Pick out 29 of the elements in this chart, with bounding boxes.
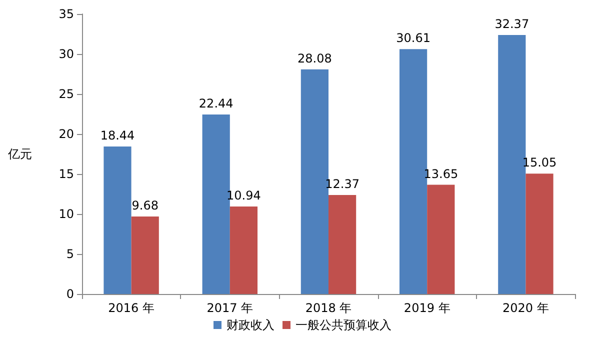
y-tick-label: 0	[66, 287, 74, 301]
y-tick-label: 25	[58, 87, 74, 101]
data-label: 32.37	[494, 17, 530, 32]
legend-label: 一般公共预算收入	[296, 318, 392, 332]
x-tick-label: 2017 年	[206, 301, 254, 315]
data-label: 9.68	[132, 198, 158, 213]
bar	[328, 195, 356, 294]
y-axis-title: 亿元	[7, 147, 32, 161]
legend-label: 财政收入	[226, 318, 274, 332]
y-tick-label: 35	[58, 7, 74, 21]
y-tick-label: 5	[66, 247, 74, 261]
y-tick-label: 30	[58, 47, 74, 61]
x-tick-label: 2019 年	[404, 301, 450, 315]
bar	[427, 184, 455, 294]
x-tick-label: 2018 年	[305, 301, 352, 315]
y-tick-label: 10	[58, 207, 74, 221]
data-label: 28.08	[298, 51, 332, 66]
y-tick-label: 20	[58, 127, 74, 141]
bar	[300, 69, 328, 294]
bar	[526, 174, 554, 294]
data-label: 30.61	[396, 31, 430, 46]
x-tick-label: 2020 年	[502, 301, 549, 315]
bar	[131, 216, 159, 294]
bar	[230, 206, 258, 294]
y-tick-label: 15	[58, 167, 74, 181]
bar	[104, 146, 132, 294]
x-tick-label: 2016 年	[108, 301, 154, 315]
data-label: 18.44	[100, 128, 135, 142]
data-label: 22.44	[198, 96, 234, 110]
